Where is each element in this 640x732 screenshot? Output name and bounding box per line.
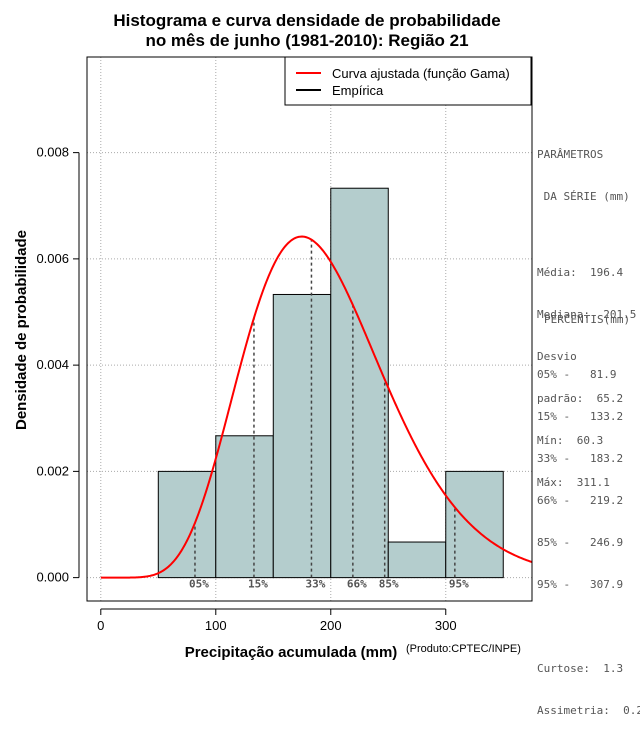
histogram-bar-4 [330,187,389,579]
y-axis-label: Densidade de probabilidade [13,230,30,430]
x-tick-label-0: 0 [97,618,104,633]
series-parameters-panel: PARÂMETROS DA SÉRIE (mm) Média: 196.4 Me… [537,120,636,504]
y-tick-label-2: 0.004 [36,357,69,372]
percentile-label-95: 95% [449,578,469,591]
percentile-label-85: 85% [379,578,399,591]
histogram-bar-2 [215,435,274,579]
x-axis: 0 100 200 300 [97,608,457,633]
param-mean: Média: 196.4 [537,266,624,279]
percentis-title: PERCENTIS(mm) [544,313,631,326]
param-sd-line-1: Desvio [537,350,577,363]
histogram-bar-5 [387,541,447,579]
legend-empirical-label: Empírica [332,83,384,98]
chart-title-line-1: Histograma e curva densidade de probabil… [113,11,500,30]
fitted-curve-line [100,235,533,579]
percentile-label-05: 05% [189,578,209,591]
percentil-15: 15% - 133.2 [537,410,624,423]
percentil-33: 33% - 183.2 [537,452,624,465]
x-tick-label-200: 200 [320,618,342,633]
chart-title-line-2: no mês de junho (1981-2010): Região 21 [145,31,468,50]
legend-fitted-label: Curva ajustada (função Gama) [332,66,510,81]
legend: Curva ajustada (função Gama) Empírica [284,56,532,106]
percentil-66: 66% - 219.2 [537,494,624,507]
percentile-label-15: 15% [248,578,268,591]
histogram-bars [157,187,504,579]
percentil-05: 05% - 81.9 [537,368,617,381]
histogram-bar-3 [272,293,332,579]
histogram-bar-6 [445,470,504,579]
chart-title: Histograma e curva densidade de probabil… [113,11,500,50]
percentile-labels: 05% 15% 33% 66% 85% 95% [189,578,469,591]
percentil-85: 85% - 246.9 [537,536,624,549]
stat-kurtosis: Curtose: 1.3 [537,662,624,675]
legend-box [284,56,532,106]
y-axis: 0.000 0.002 0.004 0.006 0.008 [36,145,80,585]
y-tick-label-1: 0.002 [36,463,69,478]
percentile-label-33: 33% [306,578,326,591]
percentile-label-66: 66% [347,578,367,591]
param-sd-line-2: padrão: 65.2 [537,392,624,405]
product-credit: (Produto:CPTEC/INPE) [406,643,521,655]
chart: Histograma e curva densidade de probabil… [13,11,533,660]
params-title-line-2: DA SÉRIE (mm) [537,190,630,203]
params-title-line-1: PARÂMETROS [537,148,604,161]
param-median: Mediana: 201.5 [537,308,637,321]
param-max: Máx: 311.1 [537,476,610,489]
x-axis-label: Precipitação acumulada (mm) [185,644,398,660]
percentile-lines [194,239,456,578]
x-tick-label-300: 300 [435,618,457,633]
fitted-curve [100,235,533,579]
stat-skewness: Assimetria: 0.2 [537,704,640,717]
percentis-panel: 05% - 81.9 15% - 133.2 33% - 183.2 66% -… [537,340,640,732]
y-tick-label-3: 0.006 [36,251,69,266]
y-tick-label-4: 0.008 [36,145,69,160]
param-min: Mín: 60.3 [537,434,604,447]
x-tick-label-100: 100 [205,618,227,633]
percentil-95: 95% - 307.9 [537,578,624,591]
y-tick-label-0: 0.000 [36,570,69,585]
